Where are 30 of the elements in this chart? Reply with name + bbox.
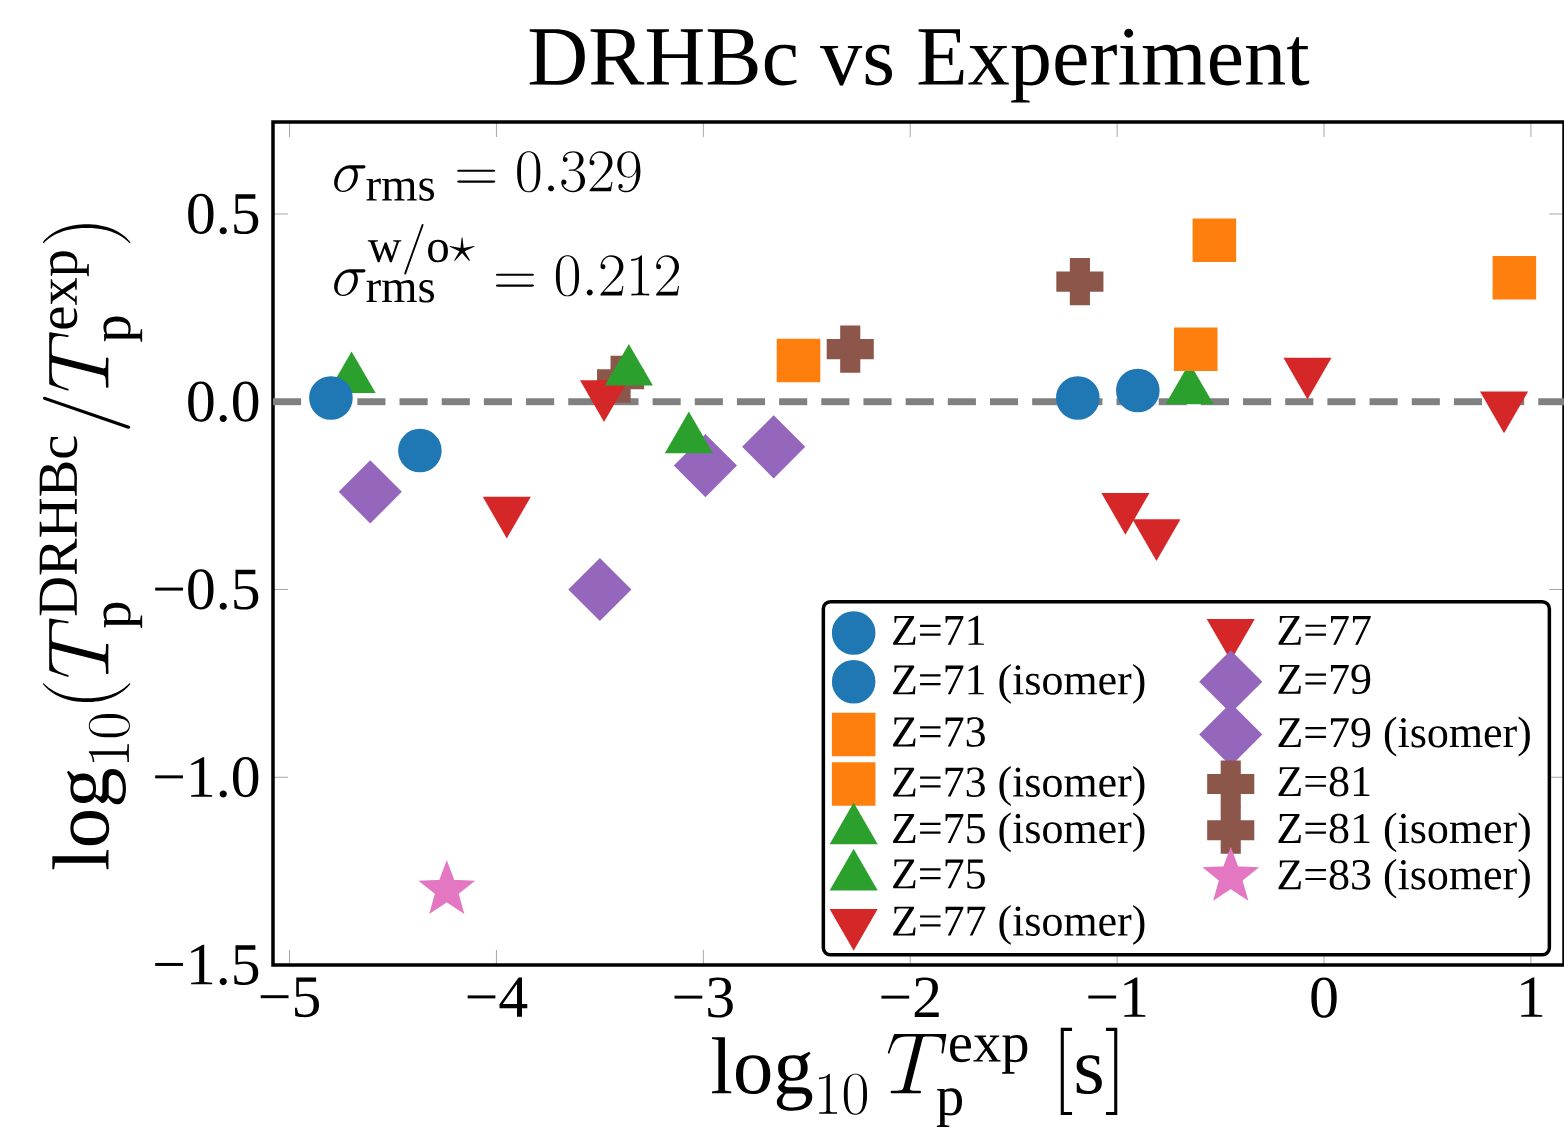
legend-label: Z=71 bbox=[893, 615, 984, 645]
legend-label: Z=79 (isomer) bbox=[1278, 716, 1530, 757]
y-tick-label: −0.5 bbox=[155, 569, 259, 610]
x-tick-label: 0 bbox=[1311, 977, 1337, 1018]
legend-label: Z=83 (isomer) bbox=[1278, 858, 1530, 899]
x-tick-label: −5 bbox=[260, 977, 320, 1018]
x-tick-label: −4 bbox=[467, 977, 528, 1017]
legend-label: Z=77 bbox=[1278, 615, 1371, 645]
x-tick-label: −1 bbox=[1088, 977, 1146, 1017]
x-tick-label: 1 bbox=[1521, 977, 1543, 1017]
y-tick-label: −1.5 bbox=[155, 944, 259, 986]
legend-label: Z=81 (isomer) bbox=[1278, 812, 1530, 853]
legend-label: Z=71 (isomer) bbox=[893, 663, 1145, 704]
legend-label: Z=77 (isomer) bbox=[893, 905, 1145, 945]
x-tick-label: −3 bbox=[674, 977, 733, 1018]
chart-title: DRHBc vs Experiment bbox=[529, 28, 1310, 103]
legend-label: Z=75 bbox=[893, 859, 985, 889]
legend-label: Z=79 bbox=[1278, 664, 1371, 695]
x-axis-title: $\log_{10} T_{\rm p}^{\rm exp}\ [{\rm s}]$ bbox=[712, 1027, 1118, 1127]
y-tick-label: 0.0 bbox=[188, 381, 259, 423]
x-tick-label: −2 bbox=[881, 977, 939, 1017]
legend-label: Z=75 (isomer) bbox=[893, 812, 1145, 853]
annotation: $\sigma_{\rm rms}^{{\rm w/o}\star} = 0.212$ bbox=[334, 223, 680, 303]
y-axis-title: $\log_{10}(T_{\rm p}^{\rm DRHBc}/T_{\rm p}^{\rm exp})$ bbox=[39, 224, 143, 870]
legend-label: Z=73 bbox=[893, 717, 985, 747]
legend-label: Z=81 bbox=[1278, 766, 1370, 797]
annotation: $\sigma_{\rm rms} = 0.329$ bbox=[334, 151, 641, 201]
y-tick-label: −1.0 bbox=[155, 756, 259, 798]
y-tick-label: 0.5 bbox=[188, 193, 259, 235]
legend-label: Z=73 (isomer) bbox=[893, 766, 1145, 806]
